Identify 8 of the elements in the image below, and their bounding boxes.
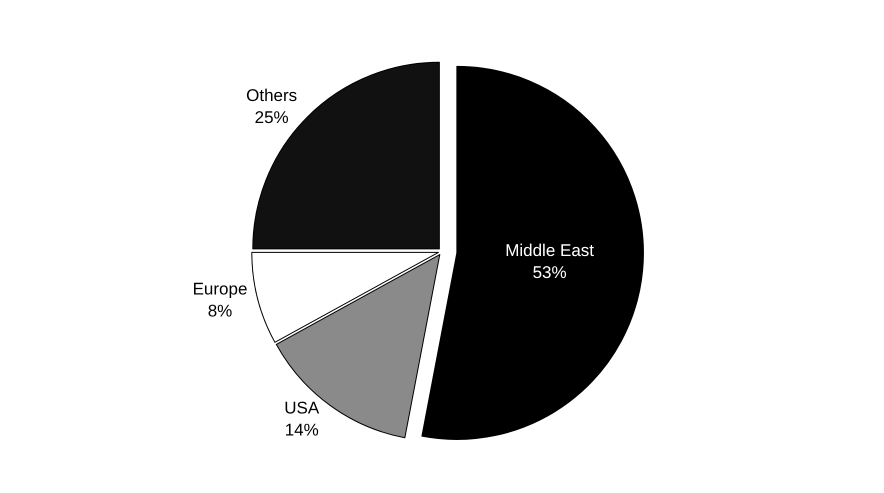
slice-label: Europe bbox=[192, 280, 248, 299]
slice-label: Others bbox=[246, 86, 298, 106]
data-label: 14% bbox=[284, 420, 319, 440]
slice-label: Middle East bbox=[505, 241, 594, 260]
slice-label: USA bbox=[284, 398, 320, 418]
data-label: 25% bbox=[254, 108, 289, 128]
data-label: 8% bbox=[208, 302, 232, 321]
data-label: 53% bbox=[532, 263, 567, 282]
